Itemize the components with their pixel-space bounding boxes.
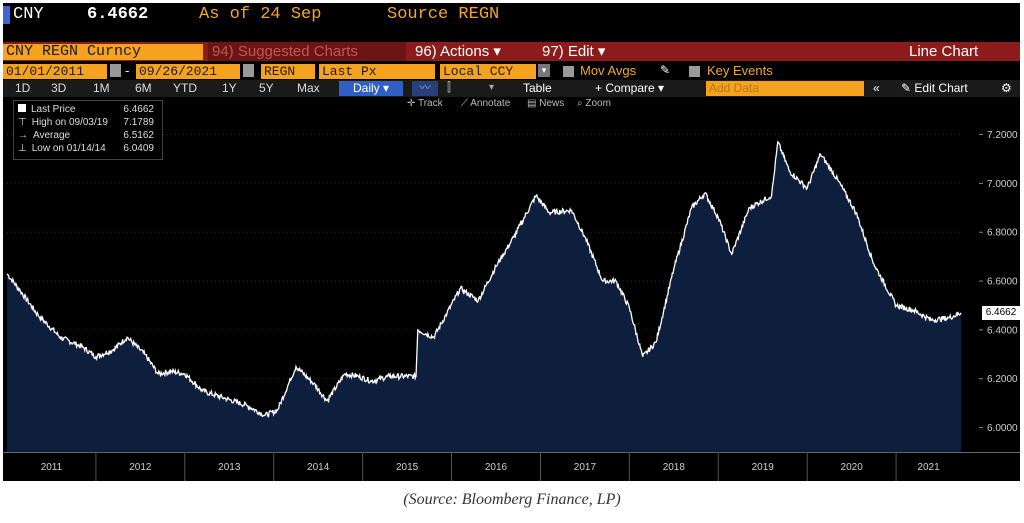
x-tick-label: 2019: [752, 462, 775, 473]
price-line: [6, 140, 962, 418]
y-tick-label: 6.4000: [987, 325, 1018, 336]
x-tick-label: 2020: [841, 462, 864, 473]
mov-avgs-checkbox[interactable]: [563, 66, 574, 77]
y-tick-label: 6.2000: [987, 374, 1018, 385]
area-fill: [7, 141, 961, 452]
legend-row: Last Price 6.4662: [18, 104, 154, 115]
high-marker-icon: ⊤: [18, 117, 27, 128]
ticker-label: CNY: [13, 5, 44, 24]
y-tick-label: 6.8000: [987, 228, 1018, 239]
toolbar-main: CNY REGN Curncy 94) Suggested Charts 96)…: [3, 42, 1020, 61]
range-3d[interactable]: 3D: [51, 81, 67, 95]
range-1y[interactable]: 1Y: [222, 81, 237, 95]
legend-value: 6.5162: [123, 130, 154, 141]
source-label: Source REGN: [387, 5, 500, 24]
legend-row: ⊤ High on 09/03/19 7.1789: [18, 117, 154, 128]
range-5y[interactable]: 5Y: [259, 81, 274, 95]
collapse-icon[interactable]: «: [873, 81, 880, 95]
currency-field[interactable]: Local CCY: [440, 64, 536, 79]
chart-style-dropdown-icon[interactable]: ▾: [489, 82, 495, 93]
news-tool[interactable]: ▤ News: [527, 98, 565, 109]
legend-box: Last Price 6.4662 ⊤ High on 09/03/19 7.17…: [13, 100, 163, 160]
source-field[interactable]: REGN: [261, 64, 315, 79]
as-of-label: As of 24 Sep: [199, 5, 322, 24]
legend-row: ⊥ Low on 01/14/14 6.0409: [18, 143, 154, 154]
x-tick-label: 2018: [663, 462, 686, 473]
range-max[interactable]: Max: [297, 81, 320, 95]
quote-header: CNY 6.4662 As of 24 Sep Source REGN: [3, 3, 1020, 29]
pencil-icon[interactable]: ✎: [660, 63, 671, 77]
legend-label: Last Price: [31, 104, 76, 115]
toolbar-dates: 01/01/2011 - 09/26/2021 REGN Last Px Loc…: [3, 63, 1020, 80]
legend-value: 7.1789: [123, 117, 154, 128]
news-label: News: [539, 98, 565, 109]
edit-menu[interactable]: 97) Edit ▾: [538, 42, 626, 61]
gear-icon[interactable]: ⚙: [1001, 81, 1012, 95]
y-tick-label: 7.2000: [987, 130, 1018, 141]
x-axis-band: [3, 452, 1020, 481]
frequency-dropdown[interactable]: Daily ▾: [339, 81, 403, 96]
legend-value: 6.0409: [123, 143, 154, 154]
x-tick-label: 2021: [917, 462, 940, 473]
legend-label: Average: [33, 130, 71, 141]
legend-value: 6.4662: [123, 104, 154, 115]
table-button[interactable]: Table: [523, 81, 552, 95]
legend-swatch: [18, 104, 26, 112]
candle-chart-icon[interactable]: ⫿: [447, 80, 451, 94]
x-tick-label: 2015: [396, 462, 419, 473]
annotate-label: Annotate: [470, 98, 511, 109]
y-tick-label: 6.6000: [987, 277, 1018, 288]
x-tick-label: 2014: [307, 462, 330, 473]
range-1m[interactable]: 1M: [93, 81, 110, 95]
line-chart-icon[interactable]: 〰: [412, 81, 438, 96]
edit-chart-button[interactable]: ✎ Edit Chart: [901, 81, 968, 95]
end-date-field[interactable]: 09/26/2021: [136, 64, 240, 79]
zoom-tool[interactable]: ⌕ Zoom: [577, 98, 611, 109]
edit-chart-label: Edit Chart: [914, 81, 968, 95]
last-value-tag: 6.4662: [982, 305, 1020, 320]
low-marker-icon: ⊥: [18, 143, 27, 154]
price-field[interactable]: Last Px: [319, 64, 435, 79]
range-6m[interactable]: 6M: [135, 81, 152, 95]
average-marker-icon: →: [18, 130, 28, 141]
x-tick-label: 2017: [574, 462, 597, 473]
security-marker: [3, 6, 10, 24]
x-tick-label: 2011: [41, 462, 63, 473]
key-events-label[interactable]: Key Events: [707, 63, 773, 78]
chart-type-label: Line Chart: [909, 43, 979, 60]
line-chart: 6.0000 6.2000 6.4000 6.6000 6.8000 7.0000 7.20…: [3, 130, 1020, 481]
calendar-icon[interactable]: [110, 64, 121, 77]
y-tick-label: 7.0000: [987, 179, 1018, 190]
range-ytd[interactable]: YTD: [173, 81, 197, 95]
actions-menu[interactable]: 96) Actions ▾: [411, 42, 535, 61]
date-separator: -: [125, 63, 130, 78]
track-label: Track: [417, 98, 443, 109]
legend-label: High on 09/03/19: [31, 117, 108, 128]
y-tick-label: 6.0000: [987, 423, 1018, 434]
chart-tools: ✛ Track ⟋ Annotate ▤ News ⌕ Zoom: [3, 97, 1020, 112]
start-date-field[interactable]: 01/01/2011: [3, 64, 107, 79]
calendar-icon[interactable]: [243, 64, 254, 77]
add-data-input[interactable]: Add Data: [706, 81, 864, 96]
bloomberg-terminal: CNY 6.4662 As of 24 Sep Source REGN CNY …: [3, 3, 1020, 481]
toolbar-ranges: 1D 3D 1M 6M YTD 1Y 5Y Max Daily ▾ 〰 ⫿ ▾ …: [3, 80, 1020, 97]
currency-dropdown-icon[interactable]: ▾: [538, 64, 550, 77]
x-tick-label: 2013: [218, 462, 241, 473]
range-1d[interactable]: 1D: [15, 81, 31, 95]
price-value: 6.4662: [87, 5, 149, 24]
mov-avgs-label[interactable]: Mov Avgs: [580, 63, 637, 78]
track-tool[interactable]: ✛ Track: [407, 98, 443, 109]
suggested-charts-button[interactable]: 94) Suggested Charts: [208, 42, 406, 61]
figure-caption: (Source: Bloomberg Finance, LP): [403, 491, 621, 508]
legend-row: → Average 6.5162: [18, 130, 154, 141]
security-field[interactable]: CNY REGN Curncy: [3, 44, 203, 60]
zoom-label: Zoom: [585, 98, 611, 109]
x-tick-label: 2012: [129, 462, 152, 473]
legend-label: Low on 01/14/14: [31, 143, 106, 154]
annotate-tool[interactable]: ⟋ Annotate: [461, 98, 511, 109]
key-events-checkbox[interactable]: [689, 66, 700, 77]
compare-button[interactable]: + Compare ▾: [595, 81, 665, 95]
x-tick-label: 2016: [485, 462, 508, 473]
